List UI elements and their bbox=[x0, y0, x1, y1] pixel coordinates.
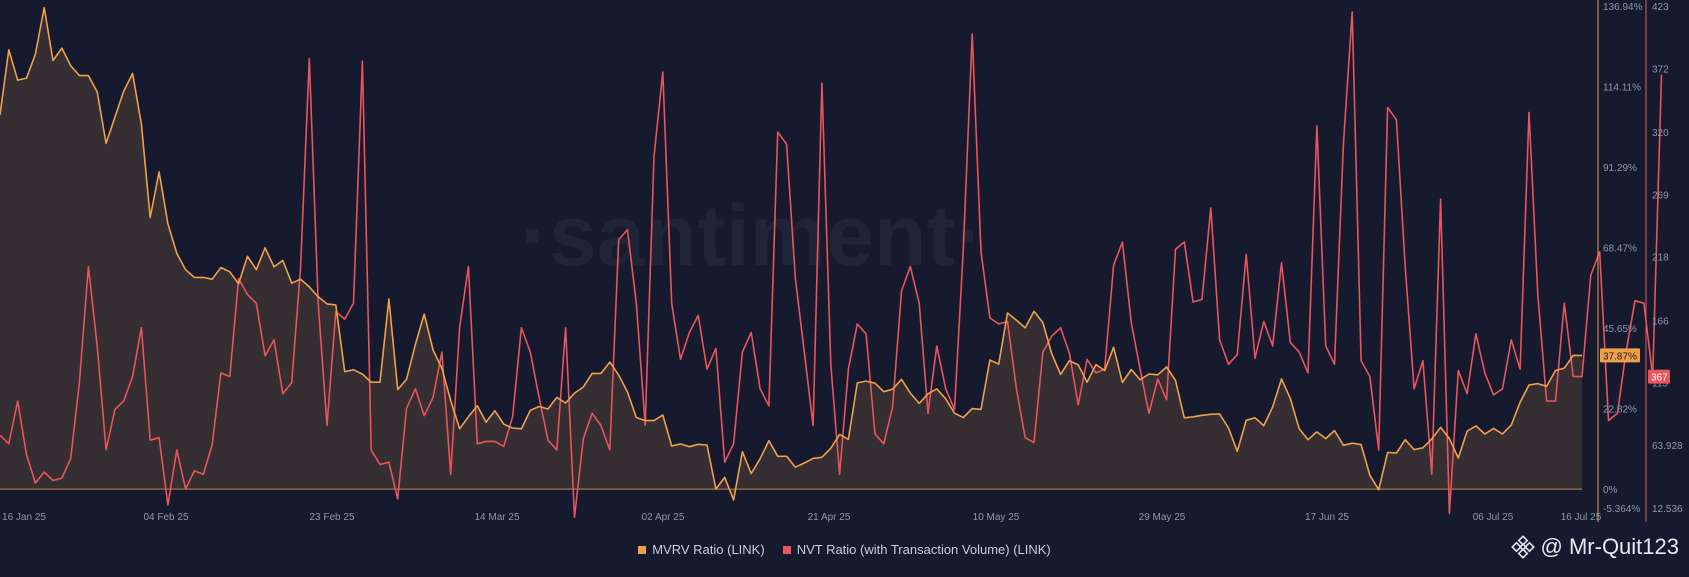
legend-swatch-mvrv bbox=[638, 545, 647, 554]
x-tick-label: 23 Feb 25 bbox=[309, 512, 354, 523]
x-tick-label: 04 Feb 25 bbox=[143, 512, 188, 523]
mvrv-tick-label: -5.364% bbox=[1603, 504, 1640, 515]
mvrv-line bbox=[0, 6, 1582, 501]
x-tick-label: 06 Jul 25 bbox=[1473, 512, 1514, 523]
mvrv-tick-label: 0% bbox=[1603, 485, 1618, 496]
nvt-tick-label: 63.928 bbox=[1652, 441, 1683, 452]
nvt-tick-label: 12.536 bbox=[1652, 504, 1683, 515]
legend-item-nvt[interactable]: NVT Ratio (with Transaction Volume) (LIN… bbox=[782, 542, 1051, 557]
nvt-tick-label: 269 bbox=[1652, 190, 1669, 201]
x-tick-label: 02 Apr 25 bbox=[642, 512, 685, 523]
author-tag: @ Mr-Quit123 bbox=[1510, 534, 1679, 560]
nvt-tick-label: 320 bbox=[1652, 128, 1669, 139]
x-tick-label: 16 Jul 25 bbox=[1561, 512, 1602, 523]
x-tick-label: 17 Jun 25 bbox=[1305, 512, 1349, 523]
legend-item-mvrv[interactable]: MVRV Ratio (LINK) bbox=[638, 542, 765, 557]
x-tick-label: 10 May 25 bbox=[973, 512, 1020, 523]
nvt-tick-label: 218 bbox=[1652, 253, 1669, 264]
binance-logo-icon bbox=[1510, 535, 1535, 559]
mvrv-tick-label: 68.47% bbox=[1603, 244, 1637, 255]
legend: MVRV Ratio (LINK) NVT Ratio (with Transa… bbox=[0, 542, 1689, 557]
nvt-tick-label: 372 bbox=[1652, 64, 1669, 75]
nvt-last-badge bbox=[1648, 369, 1670, 384]
mvrv-last-label: 37.87% bbox=[1603, 351, 1637, 362]
x-tick-label: 21 Apr 25 bbox=[808, 512, 851, 523]
legend-swatch-nvt bbox=[782, 545, 791, 554]
mvrv-tick-label: 22.82% bbox=[1603, 405, 1637, 416]
legend-label-nvt: NVT Ratio (with Transaction Volume) (LIN… bbox=[796, 542, 1051, 557]
mvrv-tick-label: 45.65% bbox=[1603, 324, 1637, 335]
x-tick-label: 16 Jan 25 bbox=[2, 512, 46, 523]
legend-label-mvrv: MVRV Ratio (LINK) bbox=[652, 542, 765, 557]
mvrv-area bbox=[0, 7, 1582, 500]
x-tick-label: 29 May 25 bbox=[1139, 512, 1186, 523]
mvrv-tick-label: 114.11% bbox=[1603, 83, 1641, 94]
nvt-tick-label: 166 bbox=[1652, 316, 1669, 327]
santiment-watermark: ·santiment· bbox=[520, 188, 983, 284]
nvt-line bbox=[0, 11, 1663, 518]
mvrv-tick-label: 136.94% bbox=[1603, 2, 1643, 13]
nvt-last-label: 367 bbox=[1651, 373, 1668, 384]
mvrv-last-badge bbox=[1600, 348, 1640, 363]
x-tick-label: 14 Mar 25 bbox=[474, 512, 519, 523]
nvt-tick-label: 115 bbox=[1652, 379, 1668, 390]
author-handle: @ Mr-Quit123 bbox=[1540, 534, 1679, 559]
nvt-tick-label: 423 bbox=[1652, 2, 1669, 13]
mvrv-tick-label: 91.29% bbox=[1603, 163, 1637, 174]
